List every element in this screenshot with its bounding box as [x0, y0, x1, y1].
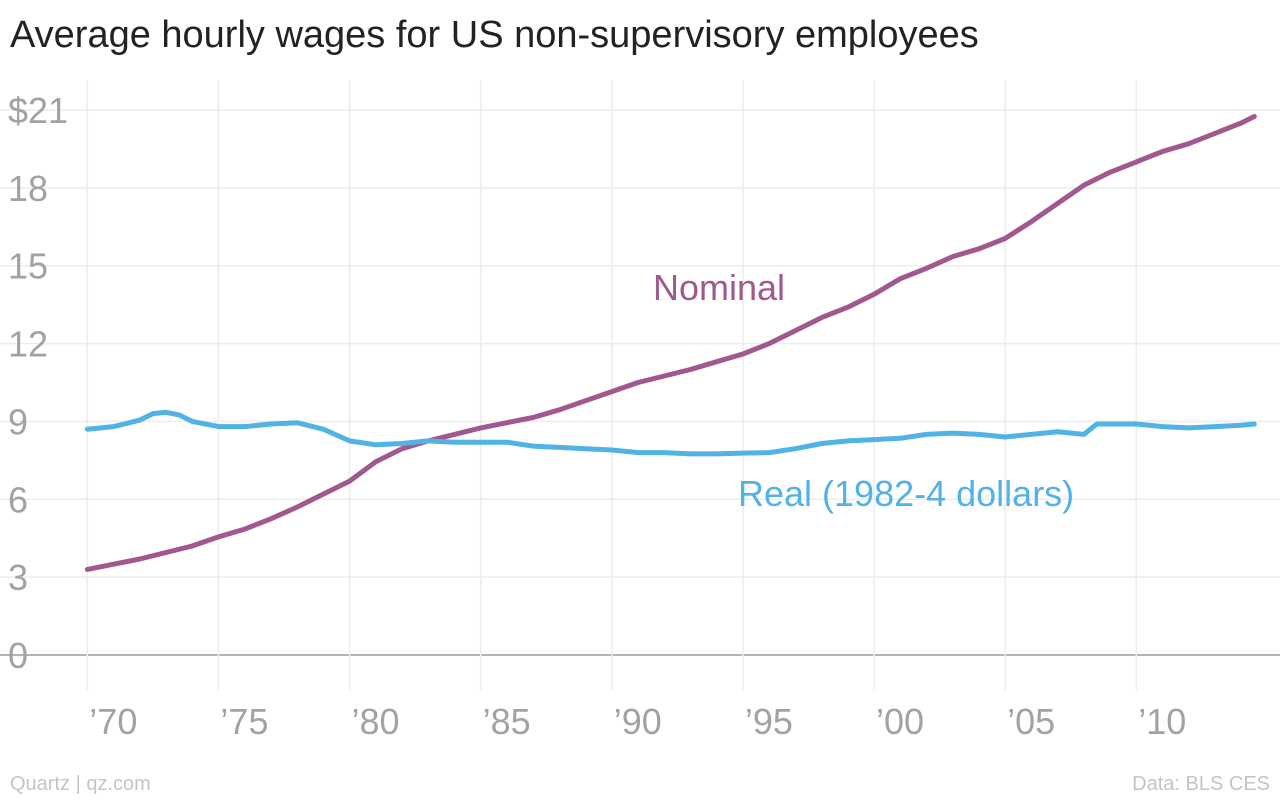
y-tick-label: 18 — [8, 168, 48, 209]
y-tick-label: 9 — [8, 401, 28, 442]
y-tick-label: 12 — [8, 324, 48, 365]
x-tick-label: ’75 — [220, 701, 268, 742]
x-tick-label: ’10 — [1138, 701, 1186, 742]
series-line-real — [84, 409, 1257, 457]
x-tick-label: ’95 — [745, 701, 793, 742]
y-tick-label: 3 — [8, 557, 28, 598]
x-tick-label: ’05 — [1007, 701, 1055, 742]
x-tick-label: ’00 — [876, 701, 924, 742]
credit-text: Quartz | qz.com — [10, 773, 151, 795]
y-tick-label: $21 — [8, 90, 68, 131]
y-tick-label: 15 — [8, 246, 48, 287]
x-tick-label: ’90 — [614, 701, 662, 742]
y-tick-label: 6 — [8, 479, 28, 520]
source-text: Data: BLS CES — [1132, 773, 1270, 795]
grid — [0, 80, 1280, 690]
x-tick-label: ’80 — [352, 701, 400, 742]
x-tick-label: ’85 — [483, 701, 531, 742]
series-label-nominal: Nominal — [653, 267, 785, 308]
series-label-real: Real (1982-4 dollars) — [738, 473, 1074, 514]
y-tick-label: 0 — [8, 635, 28, 676]
tick-labels: 0 3 6 9 12 15 18 $21 ’70 ’75 ’80 ’85 ’90 ’95 ’00 ’05 ’10 — [8, 90, 1186, 742]
x-tick-label: ’70 — [89, 701, 137, 742]
chart-title: Average hourly wages for US non-supervis… — [10, 14, 979, 56]
series-line-nominal — [84, 114, 1257, 572]
series-lines — [84, 114, 1257, 572]
